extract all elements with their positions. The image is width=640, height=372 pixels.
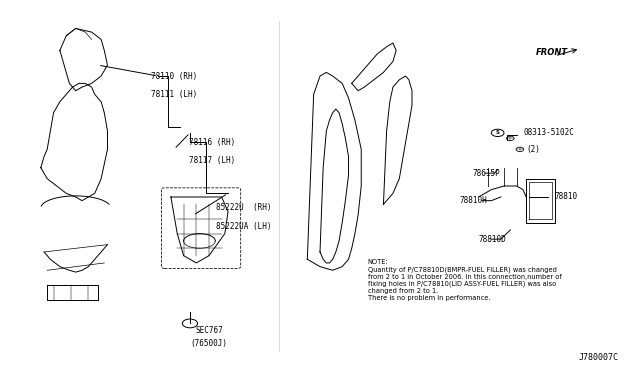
- Text: (76500J): (76500J): [191, 339, 227, 348]
- Text: 78117 (LH): 78117 (LH): [189, 156, 236, 165]
- Text: FRONT: FRONT: [536, 48, 568, 57]
- Text: NOTE:
Quantity of P/C78810D(BMPR-FUEL FILLER) was changed
from 2 to 1 in October: NOTE: Quantity of P/C78810D(BMPR-FUEL FI…: [367, 259, 561, 301]
- Text: 78116 (RH): 78116 (RH): [189, 138, 236, 147]
- Text: S: S: [495, 130, 500, 135]
- Text: 78615P: 78615P: [472, 169, 500, 178]
- Text: SEC767: SEC767: [195, 326, 223, 335]
- Text: 78810D: 78810D: [479, 235, 506, 244]
- Text: (2): (2): [526, 145, 540, 154]
- Text: 08313-5102C: 08313-5102C: [523, 128, 574, 137]
- Text: 85222U  (RH): 85222U (RH): [216, 203, 271, 212]
- Text: 78810H: 78810H: [460, 196, 487, 205]
- Text: 78111 (LH): 78111 (LH): [151, 90, 197, 99]
- Text: J780007C: J780007C: [578, 353, 618, 362]
- Text: 78110 (RH): 78110 (RH): [151, 71, 197, 81]
- Text: 85222UA (LH): 85222UA (LH): [216, 222, 271, 231]
- Text: 78810: 78810: [555, 192, 578, 202]
